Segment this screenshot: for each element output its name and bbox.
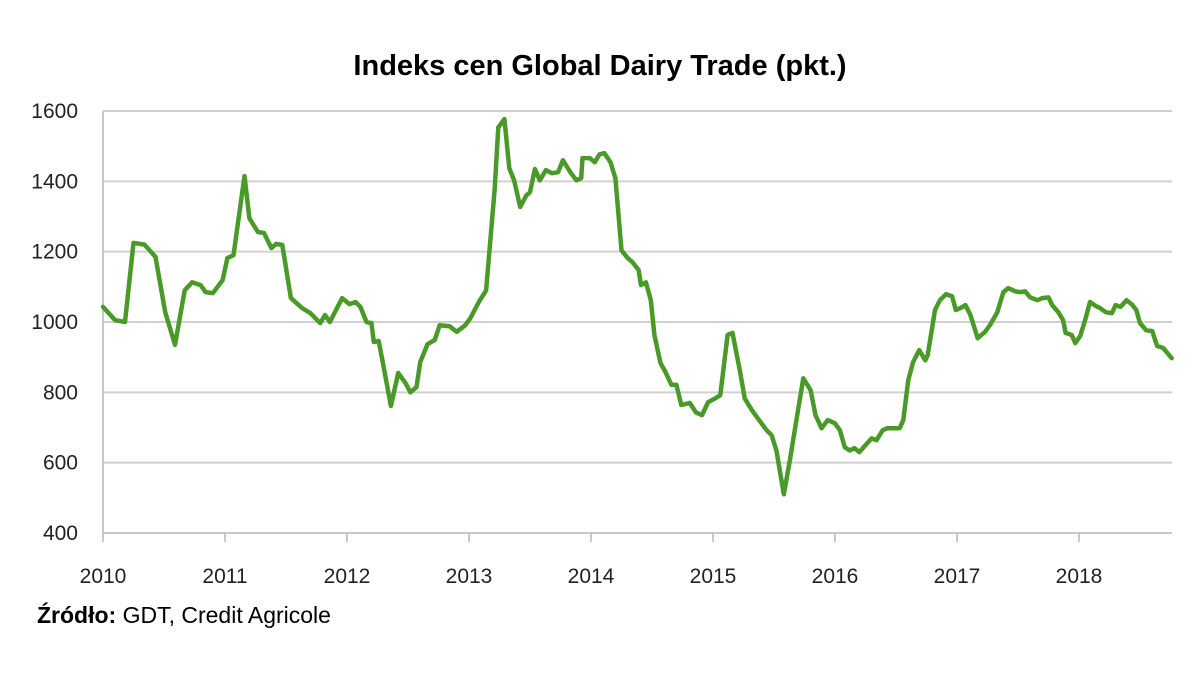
x-tick-label: 2014 xyxy=(568,565,615,588)
source-note: Źródło: GDT, Credit Agricole xyxy=(37,602,331,629)
y-tick-label: 1400 xyxy=(31,170,78,193)
y-tick-label: 600 xyxy=(43,452,78,475)
x-tick-label: 2017 xyxy=(934,565,981,588)
y-tick-label: 1000 xyxy=(31,311,78,334)
y-tick-label: 400 xyxy=(43,522,78,545)
series-line-gdt-index xyxy=(100,116,1174,497)
x-tick-label: 2015 xyxy=(690,565,737,588)
x-tick-label: 2018 xyxy=(1056,565,1103,588)
x-axis: 2010 2011 2012 2013 2014 2015 2016 2017 2018 xyxy=(80,533,1103,588)
x-tick-label: 2011 xyxy=(202,565,247,588)
series-layer xyxy=(100,116,1174,497)
chart-title: Indeks cen Global Dairy Trade (pkt.) xyxy=(353,50,847,82)
source-label: Źródło: xyxy=(37,602,117,628)
x-tick-label: 2016 xyxy=(812,565,859,588)
y-tick-label: 1600 xyxy=(31,100,78,123)
source-text: GDT, Credit Agricole xyxy=(122,602,331,628)
gridlines xyxy=(102,110,1172,534)
y-axis: 400 600 800 1000 1200 1400 1600 xyxy=(31,100,78,545)
y-tick-label: 1200 xyxy=(31,241,78,264)
x-tick-label: 2013 xyxy=(446,565,493,588)
x-tick-label: 2012 xyxy=(324,565,371,588)
y-tick-label: 800 xyxy=(43,381,78,404)
x-tick-label: 2010 xyxy=(80,565,127,588)
